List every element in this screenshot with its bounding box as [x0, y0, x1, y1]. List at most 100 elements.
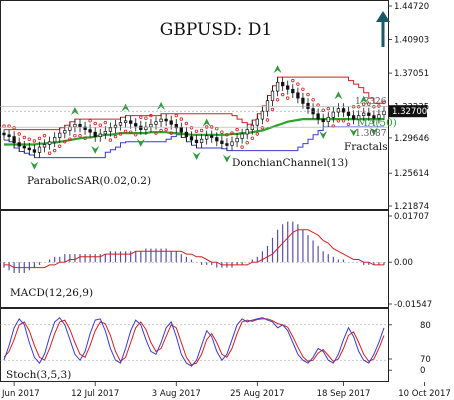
sar-dot	[291, 78, 295, 83]
sar-dot	[164, 127, 168, 132]
candle	[362, 112, 366, 116]
sar-dot	[32, 139, 37, 143]
stoch-label: Stoch(3,5,3)	[6, 369, 71, 381]
candle	[210, 135, 214, 138]
price-tick-label: 1.21874	[394, 202, 429, 212]
sar-dot	[128, 130, 133, 134]
candle	[179, 127, 183, 133]
sar-dot	[73, 133, 77, 138]
candle	[184, 131, 189, 137]
sar-dot	[103, 120, 107, 125]
candle	[230, 141, 234, 146]
candle	[134, 123, 138, 127]
sar-dot	[286, 96, 290, 100]
stoch-tick-label: 70	[420, 355, 431, 365]
fractal-up-icon	[359, 95, 368, 104]
candle	[220, 140, 224, 144]
sar-dot	[179, 117, 183, 121]
sar-dot	[306, 92, 310, 97]
donchian-lower-label: 1.3087	[355, 129, 387, 139]
candle	[149, 123, 153, 128]
candle	[88, 129, 92, 133]
date-tick-label: 3 Aug 2017	[152, 389, 201, 399]
candle	[174, 123, 178, 129]
candle	[194, 139, 199, 144]
candle	[73, 123, 77, 128]
candle	[12, 136, 16, 144]
fractal-down-icon	[136, 138, 145, 147]
candle	[113, 124, 118, 129]
candle	[286, 85, 290, 90]
sar-dot	[341, 119, 346, 123]
candle	[255, 118, 259, 126]
candle	[98, 133, 102, 137]
ma50-line	[4, 117, 384, 146]
macd-panel	[0, 210, 389, 308]
price-tick-label: 1.37051	[394, 69, 429, 79]
sar-dot	[123, 129, 128, 133]
sar-dot	[93, 121, 97, 126]
candle	[270, 90, 275, 102]
price-panel	[0, 0, 389, 210]
macd-tick-label: -0.01547	[394, 300, 432, 310]
stoch-panel	[0, 308, 389, 382]
candle	[341, 108, 346, 113]
candle	[215, 137, 219, 142]
sar-dot	[68, 137, 72, 141]
candle	[291, 88, 295, 94]
candle	[68, 126, 72, 131]
sar-dot	[184, 121, 189, 126]
sar-dot	[58, 144, 62, 148]
macd-signal-line	[4, 229, 384, 269]
sar-dot	[169, 131, 173, 135]
sar-dot	[346, 122, 351, 126]
candle	[377, 114, 381, 119]
sar-dot	[321, 108, 325, 112]
sar-dot	[83, 136, 87, 140]
sar-dot	[108, 138, 113, 142]
date-tick-label: 25 Aug 2017	[230, 389, 284, 399]
sar-dot	[230, 131, 234, 135]
stoch-tick-label: 0	[420, 366, 425, 376]
sar-dot	[225, 133, 229, 137]
candle	[139, 125, 143, 130]
price-tick-label: 1.40903	[394, 35, 429, 45]
candle	[42, 144, 47, 148]
fractal-up-icon	[70, 107, 79, 116]
fractal-up-icon	[202, 118, 211, 127]
sar-dot	[22, 135, 26, 140]
sar-dot	[194, 129, 199, 133]
candle	[169, 120, 173, 125]
candle	[58, 132, 62, 138]
sar-dot	[326, 106, 330, 111]
sar-dot	[275, 98, 280, 102]
candle	[281, 81, 285, 87]
sar-dot	[235, 127, 239, 132]
trend-arrow-up-icon	[376, 11, 390, 47]
sar-dot	[17, 132, 21, 136]
donchian-lower-line	[4, 126, 384, 159]
sar-dot	[220, 130, 224, 134]
candle	[154, 121, 158, 125]
fractals-label: Fractals	[344, 141, 388, 153]
sar-dot	[362, 102, 366, 106]
candle	[2, 132, 6, 136]
sar-dot	[139, 115, 143, 119]
candle	[93, 131, 97, 137]
stoch-k-line	[3, 316, 385, 367]
candle	[63, 130, 67, 134]
sar-dot	[98, 123, 102, 127]
date-tick-label: 18 Sep 2017	[317, 389, 371, 399]
stoch-tick-label: 80	[420, 321, 431, 331]
macd-tick-label: 0.00	[394, 258, 413, 268]
date-tick-label: 12 Jul 2017	[71, 389, 119, 399]
candle	[326, 116, 330, 123]
sar-dot	[240, 145, 244, 149]
candle	[205, 135, 209, 140]
sar-dot	[265, 118, 270, 122]
candle	[164, 118, 168, 122]
candle	[367, 112, 371, 116]
candle	[27, 147, 31, 151]
fractal-down-icon	[222, 154, 231, 163]
